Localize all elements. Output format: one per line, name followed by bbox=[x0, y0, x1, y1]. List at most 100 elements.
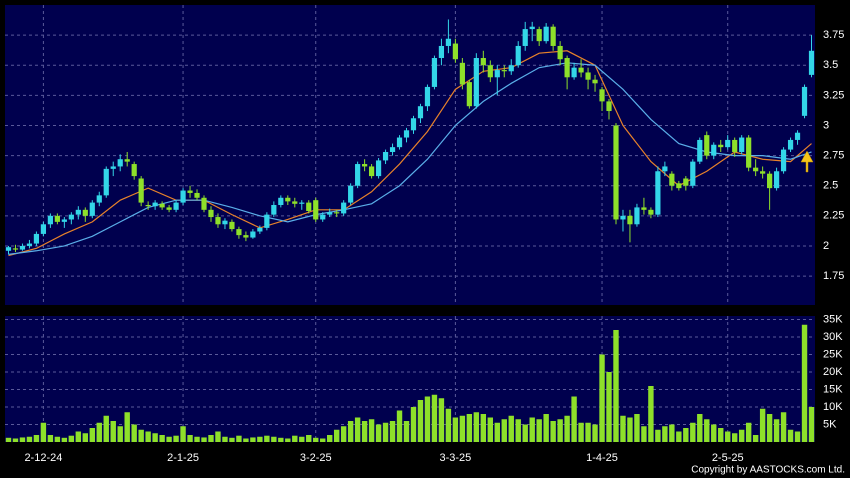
volume-bar bbox=[641, 426, 647, 442]
candle-body bbox=[725, 139, 731, 148]
volume-bar bbox=[564, 415, 570, 442]
volume-bar bbox=[166, 436, 172, 442]
volume-bar bbox=[669, 424, 675, 442]
candle-body bbox=[431, 58, 438, 87]
candle-body bbox=[47, 215, 53, 225]
volume-bar bbox=[752, 435, 759, 442]
candle-body bbox=[592, 79, 598, 84]
candle-body bbox=[320, 214, 326, 220]
volume-bar bbox=[271, 436, 277, 442]
candle-body bbox=[292, 201, 298, 204]
volume-bar bbox=[145, 431, 151, 442]
candle-body bbox=[704, 135, 710, 156]
candle-body bbox=[222, 220, 228, 225]
candle-body bbox=[585, 72, 591, 80]
y-tick-label: 35K bbox=[823, 313, 843, 325]
volume-bar bbox=[375, 424, 382, 442]
candle-body bbox=[313, 200, 319, 220]
candle-body bbox=[152, 202, 158, 207]
candle-body bbox=[480, 58, 486, 66]
candle-body bbox=[201, 197, 207, 210]
candle-body bbox=[173, 202, 179, 210]
volume-bar bbox=[243, 438, 249, 442]
price-panel bbox=[5, 5, 815, 305]
volume-bar bbox=[410, 407, 417, 442]
candle-body bbox=[389, 147, 396, 152]
volume-bar bbox=[347, 421, 354, 442]
volume-bar bbox=[313, 437, 319, 442]
candle-body bbox=[445, 38, 452, 46]
candle-body bbox=[208, 209, 214, 218]
candle-body bbox=[89, 202, 95, 216]
candle-body bbox=[327, 212, 333, 215]
volume-bar bbox=[75, 431, 82, 442]
volume-bar bbox=[787, 429, 794, 442]
volume-bar bbox=[306, 435, 312, 442]
candle-body bbox=[697, 139, 703, 162]
y-tick-label: 2.5 bbox=[823, 180, 838, 192]
candle-body bbox=[257, 227, 263, 232]
volume-bar bbox=[794, 431, 801, 442]
candle-body bbox=[620, 215, 626, 220]
candle-body bbox=[536, 29, 542, 42]
volume-bar bbox=[396, 410, 403, 442]
y-tick-label: 5K bbox=[823, 418, 837, 430]
volume-bar bbox=[19, 437, 26, 442]
candle-body bbox=[522, 29, 528, 46]
volume-bar bbox=[620, 415, 626, 442]
candle-body bbox=[683, 178, 689, 186]
candle-body bbox=[5, 247, 12, 251]
candle-body bbox=[299, 202, 305, 204]
candle-body bbox=[780, 149, 787, 172]
volume-bar bbox=[354, 417, 361, 442]
volume-bar bbox=[33, 435, 40, 442]
candle-body bbox=[739, 137, 745, 152]
candle-body bbox=[19, 245, 26, 250]
x-tick-label: 2-5-25 bbox=[712, 452, 744, 464]
y-tick-label: 10K bbox=[823, 401, 843, 413]
x-tick-label: 2-12-24 bbox=[24, 452, 62, 464]
candle-body bbox=[767, 173, 773, 189]
candle-body bbox=[278, 197, 284, 205]
x-tick-label: 2-1-25 bbox=[167, 452, 199, 464]
volume-bar bbox=[299, 436, 305, 442]
volume-bar bbox=[138, 429, 144, 442]
volume-bar bbox=[704, 419, 710, 442]
volume-bar bbox=[585, 422, 591, 442]
candle-body bbox=[341, 202, 347, 214]
candle-body bbox=[466, 82, 472, 107]
volume-bar bbox=[152, 433, 158, 442]
y-tick-label: 2 bbox=[823, 240, 829, 252]
volume-bar bbox=[382, 422, 389, 442]
candle-body bbox=[229, 221, 235, 230]
volume-bar bbox=[599, 354, 605, 442]
candle-body bbox=[613, 125, 619, 220]
volume-bar bbox=[26, 436, 33, 442]
candle-body bbox=[348, 185, 354, 203]
candle-body bbox=[487, 65, 493, 78]
candle-body bbox=[753, 167, 759, 172]
volume-bar bbox=[613, 330, 619, 442]
volume-bar bbox=[187, 435, 193, 442]
candle-body bbox=[103, 168, 109, 196]
volume-bar bbox=[718, 428, 724, 442]
volume-bar bbox=[536, 419, 542, 442]
volume-bar bbox=[215, 431, 221, 442]
candle-body bbox=[159, 203, 165, 208]
candle-body bbox=[606, 101, 612, 112]
candle-body bbox=[529, 26, 535, 30]
volume-bar bbox=[801, 324, 808, 442]
candle-body bbox=[808, 50, 815, 75]
volume-bar bbox=[494, 422, 500, 442]
candle-body bbox=[648, 209, 654, 215]
volume-bar bbox=[103, 415, 109, 442]
candle-body bbox=[543, 26, 549, 42]
candle-body bbox=[131, 164, 137, 177]
volume-bar bbox=[522, 424, 528, 442]
volume-bar bbox=[731, 433, 738, 442]
volume-bar bbox=[333, 429, 340, 442]
y-tick-label: 3.5 bbox=[823, 59, 838, 71]
volume-bar bbox=[655, 429, 661, 442]
volume-bar bbox=[711, 424, 717, 442]
